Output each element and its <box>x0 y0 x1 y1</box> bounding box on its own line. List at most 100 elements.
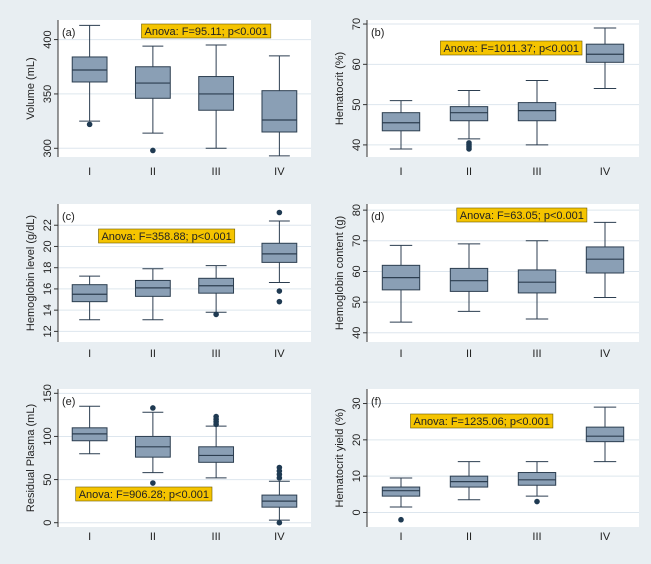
anova-annotation: Anova: F=1235.06; p<0.001 <box>410 413 554 429</box>
x-tick-label: I <box>399 348 402 360</box>
y-tick-label: 16 <box>42 283 54 295</box>
outlier-point <box>213 413 219 420</box>
y-tick-label: 20 <box>42 240 54 252</box>
y-tick-label: 60 <box>351 265 363 277</box>
box-I <box>71 24 108 128</box>
outlier-point <box>150 405 156 411</box>
panel-label: (c) <box>62 211 75 223</box>
anova-box <box>141 23 272 39</box>
plot-area <box>58 204 311 342</box>
box-I <box>381 477 421 523</box>
box-IV <box>261 464 298 526</box>
y-axis-title: Residual Plasma (mL) <box>25 404 37 512</box>
x-tick-label: I <box>88 348 91 360</box>
anova-box <box>410 413 554 429</box>
y-tick-label: 22 <box>42 219 54 231</box>
iqr-box <box>71 284 108 303</box>
box-II <box>449 461 489 501</box>
x-tick-label: IV <box>600 166 611 178</box>
box-II <box>449 90 489 152</box>
box-III <box>198 44 235 149</box>
x-tick-label: III <box>212 348 221 360</box>
y-tick-label: 18 <box>42 262 54 274</box>
x-tick-label: II <box>150 531 156 543</box>
box-III <box>198 265 235 318</box>
y-tick-label: 10 <box>351 470 363 482</box>
box-IV <box>585 406 625 463</box>
box-I <box>71 275 108 321</box>
y-axis-title: Volume (mL) <box>25 57 37 119</box>
iqr-box <box>585 43 625 63</box>
plot-area <box>367 389 639 527</box>
iqr-box <box>261 90 298 133</box>
x-tick-label: IV <box>600 348 611 360</box>
y-axis-title: Hematocrit yield (%) <box>334 408 346 507</box>
y-tick-label: 350 <box>42 85 54 103</box>
y-tick-label: 60 <box>351 58 363 70</box>
outlier-point <box>276 209 283 216</box>
box-III <box>198 413 235 479</box>
x-tick-label: I <box>399 531 402 543</box>
iqr-box <box>381 112 421 132</box>
iqr-box <box>585 246 625 274</box>
outlier-point <box>276 288 283 294</box>
y-tick-label: 150 <box>42 384 54 402</box>
box-III <box>517 461 557 505</box>
box-I <box>381 100 421 150</box>
iqr-box <box>517 472 557 486</box>
iqr-box <box>449 106 489 122</box>
plot-area <box>58 20 311 157</box>
y-tick-label: 300 <box>42 139 54 157</box>
anova-text: Anova: F=63.05; p<0.001 <box>460 210 584 222</box>
y-tick-label: 50 <box>351 98 363 110</box>
x-tick-label: III <box>532 166 541 178</box>
iqr-box <box>381 486 421 497</box>
anova-annotation: Anova: F=63.05; p<0.001 <box>456 207 588 223</box>
x-tick-label: I <box>399 166 402 178</box>
y-tick-label: 0 <box>351 509 363 515</box>
anova-box <box>440 40 583 56</box>
anova-box <box>456 207 588 223</box>
iqr-box <box>261 242 298 263</box>
y-axis-title: Hemoglobin content (g) <box>334 216 346 330</box>
y-tick-label: 20 <box>351 434 363 446</box>
y-tick-label: 100 <box>42 427 54 445</box>
box-III <box>517 240 557 320</box>
anova-box <box>75 486 213 502</box>
outlier-point <box>398 516 404 523</box>
iqr-box <box>517 102 557 122</box>
y-tick-label: 14 <box>42 304 54 316</box>
panel-label: (d) <box>371 211 384 223</box>
y-tick-label: 70 <box>351 18 363 30</box>
x-tick-label: II <box>466 166 472 178</box>
y-tick-label: 40 <box>351 139 363 151</box>
box-III <box>517 79 557 146</box>
box-IV <box>585 27 625 89</box>
x-tick-label: IV <box>274 348 285 360</box>
x-tick-label: IV <box>600 531 611 543</box>
y-tick-label: 50 <box>42 473 54 485</box>
panel-label: (a) <box>62 27 75 39</box>
y-tick-label: 70 <box>351 235 363 247</box>
iqr-box <box>198 446 235 463</box>
panel-label: (e) <box>62 396 75 408</box>
x-tick-label: III <box>212 531 221 543</box>
box-II <box>134 45 171 154</box>
outlier-point <box>466 140 472 146</box>
y-tick-label: 40 <box>351 327 363 339</box>
y-axis-title: Hemoglobin level (g/dL) <box>25 215 37 331</box>
y-tick-label: 50 <box>351 296 363 308</box>
outlier-point <box>150 147 156 154</box>
box-IV <box>261 209 298 305</box>
panel-label: (b) <box>371 27 384 39</box>
box-IV <box>261 55 298 157</box>
box-I <box>381 244 421 323</box>
anova-text: Anova: F=1011.37; p<0.001 <box>443 43 579 55</box>
outlier-point <box>276 464 283 471</box>
anova-text: Anova: F=95.11; p<0.001 <box>144 26 267 38</box>
outlier-point <box>86 121 93 128</box>
